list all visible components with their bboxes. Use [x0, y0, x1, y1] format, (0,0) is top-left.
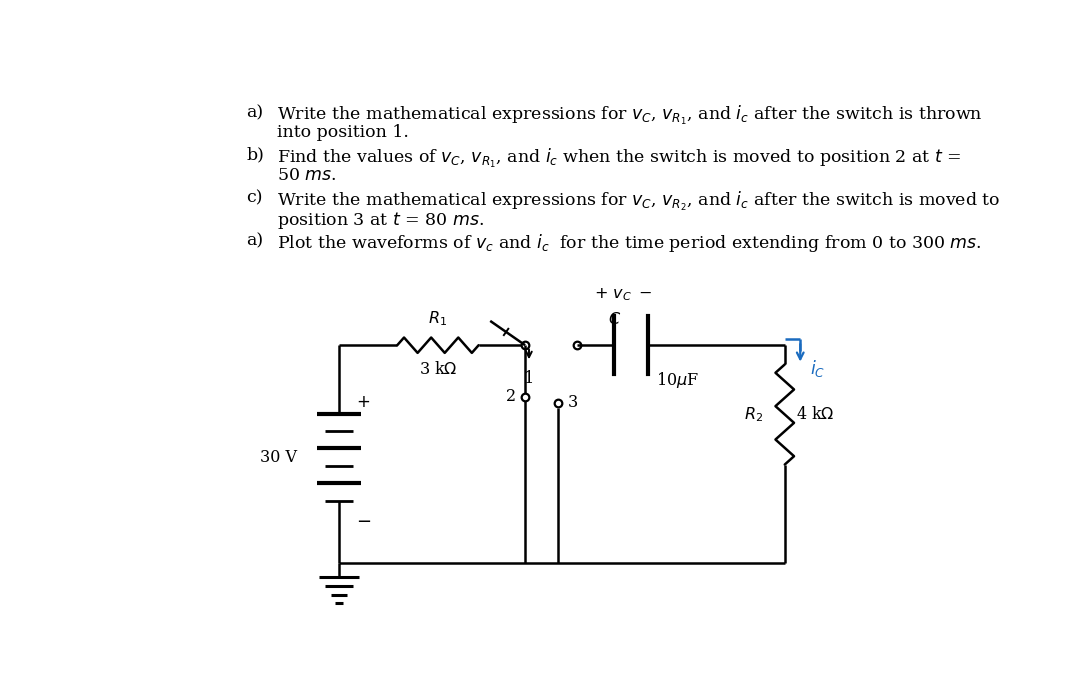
- Text: 3 k$\Omega$: 3 k$\Omega$: [418, 361, 457, 377]
- Text: a): a): [246, 104, 263, 121]
- Text: $+ \ v_C \ -$: $+ \ v_C \ -$: [594, 286, 653, 303]
- Text: $+$: $+$: [356, 393, 370, 411]
- Text: 10$\mu$F: 10$\mu$F: [656, 370, 699, 390]
- Text: 4 k$\Omega$: 4 k$\Omega$: [796, 406, 835, 423]
- Text: 30 V: 30 V: [260, 449, 296, 466]
- Text: $R_2$: $R_2$: [744, 405, 763, 424]
- Text: $R_1$: $R_1$: [428, 309, 447, 328]
- Text: Find the values of $v_C$, $v_{R_1}$, and $i_c$ when the switch is moved to posit: Find the values of $v_C$, $v_{R_1}$, and…: [265, 147, 961, 170]
- Text: a): a): [246, 232, 263, 249]
- Text: $i_C$: $i_C$: [810, 358, 825, 379]
- Text: position 3 at $t$ = 80 $ms$.: position 3 at $t$ = 80 $ms$.: [265, 211, 484, 231]
- Text: 50 $ms$.: 50 $ms$.: [265, 167, 336, 183]
- Text: Write the mathematical expressions for $v_C$, $v_{R_1}$, and $i_c$ after the swi: Write the mathematical expressions for $…: [265, 104, 982, 127]
- Text: into position 1.: into position 1.: [265, 124, 409, 141]
- Text: c): c): [246, 190, 262, 206]
- Text: $-$: $-$: [356, 511, 371, 529]
- Text: 2: 2: [506, 389, 516, 405]
- Text: $C$: $C$: [608, 311, 621, 328]
- Text: 3: 3: [568, 395, 578, 411]
- Text: Plot the waveforms of $v_c$ and $i_c$  for the time period extending from 0 to 3: Plot the waveforms of $v_c$ and $i_c$ fo…: [265, 232, 981, 254]
- Text: b): b): [246, 147, 264, 163]
- Text: 1: 1: [524, 370, 534, 387]
- Text: Write the mathematical expressions for $v_C$, $v_{R_2}$, and $i_c$ after the swi: Write the mathematical expressions for $…: [265, 190, 999, 213]
